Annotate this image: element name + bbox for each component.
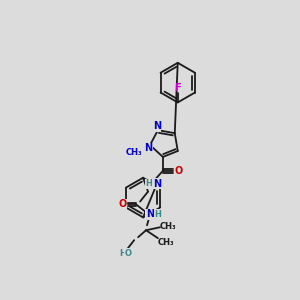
Text: F: F: [174, 82, 181, 93]
Text: O: O: [125, 248, 132, 257]
Text: N: N: [144, 143, 152, 153]
Text: N: N: [153, 179, 161, 189]
Text: H: H: [146, 179, 152, 188]
Text: H: H: [119, 248, 126, 257]
Text: CH₃: CH₃: [158, 238, 174, 247]
Text: H: H: [154, 210, 161, 219]
Text: N: N: [146, 209, 154, 219]
Text: CH₃: CH₃: [126, 148, 142, 158]
Text: O: O: [118, 200, 126, 209]
Text: O: O: [175, 166, 183, 176]
Text: N: N: [153, 121, 161, 131]
Text: CH₃: CH₃: [160, 222, 176, 231]
